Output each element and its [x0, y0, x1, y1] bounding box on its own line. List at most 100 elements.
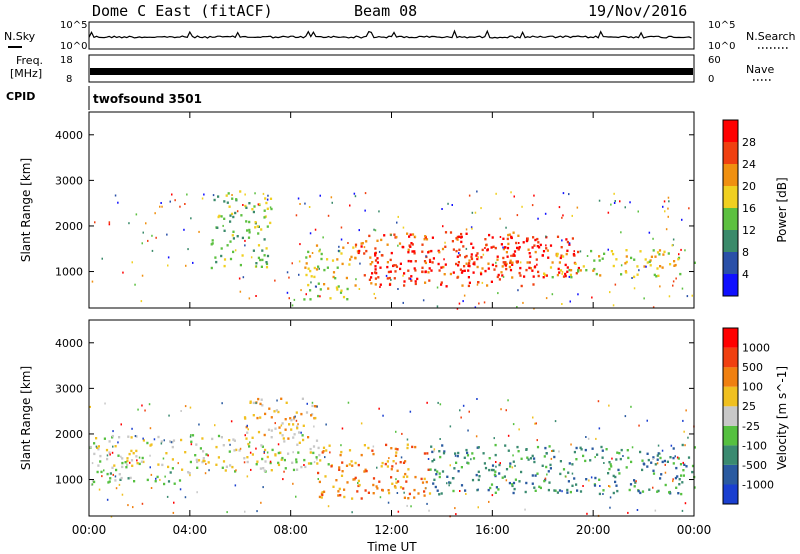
range-cell [568, 193, 570, 196]
range-cell [498, 463, 501, 467]
range-cell [679, 272, 682, 276]
range-cell [468, 259, 471, 262]
range-cell [363, 470, 366, 473]
range-cell [424, 261, 427, 265]
range-cell [531, 474, 534, 477]
range-cell [325, 423, 327, 426]
range-cell [378, 210, 380, 213]
range-cell [436, 489, 439, 492]
range-cell [319, 295, 321, 298]
range-cell [315, 439, 319, 442]
range-cell [585, 478, 588, 481]
range-cell [232, 438, 235, 441]
range-cell [106, 457, 109, 461]
range-cell [414, 282, 417, 286]
range-cell [223, 258, 227, 261]
range-cell [403, 284, 406, 287]
range-cell [271, 448, 274, 452]
range-cell [397, 244, 399, 247]
range-cell [205, 453, 208, 456]
range-cell [281, 456, 284, 460]
cpid-panel: CPID twofsound 3501 [6, 86, 202, 110]
range-cell [99, 460, 102, 463]
range-cell [292, 423, 295, 426]
range-cell [600, 445, 603, 449]
range-cell [423, 238, 426, 241]
range-cell [534, 474, 537, 477]
range-cell [425, 480, 428, 484]
range-cell [300, 465, 303, 469]
range-cell [582, 265, 585, 268]
range-cell [552, 449, 555, 452]
range-cell [669, 456, 672, 459]
range-cell [308, 255, 312, 258]
range-cell [476, 257, 479, 261]
range-cell [307, 283, 310, 287]
range-cell [682, 474, 685, 477]
range-cell [495, 465, 497, 468]
range-cell [666, 460, 669, 463]
range-cell [468, 410, 470, 413]
range-cell [532, 236, 535, 239]
range-cell [379, 283, 382, 286]
range-cell [654, 509, 657, 512]
range-cell [575, 272, 578, 275]
range-cell [196, 460, 199, 464]
range-cell [373, 228, 375, 231]
range-cell [367, 491, 370, 494]
range-cell [234, 211, 237, 215]
range-cell [225, 194, 228, 197]
range-cell [265, 266, 269, 269]
range-cell [402, 301, 404, 304]
range-cell [330, 465, 333, 468]
range-cell [508, 233, 511, 236]
range-cell [589, 459, 592, 462]
range-cell [663, 250, 666, 253]
range-cell [460, 232, 463, 236]
range-cell [502, 275, 505, 278]
range-cell [431, 236, 434, 239]
range-cell [475, 473, 478, 477]
range-cell [554, 420, 557, 423]
range-cell [409, 245, 412, 248]
range-cell [266, 207, 269, 210]
range-cell [532, 283, 535, 286]
range-cell [655, 275, 658, 278]
range-cell [659, 456, 662, 460]
range-cell [648, 260, 651, 264]
range-cell [534, 489, 537, 492]
range-cell [425, 255, 427, 258]
range-cell [190, 440, 193, 443]
range-cell [681, 218, 683, 221]
range-cell [402, 461, 406, 464]
range-cell [173, 501, 175, 504]
range-cell [661, 266, 664, 269]
range-cell [420, 477, 423, 481]
range-cell [490, 246, 493, 249]
range-cell [321, 493, 324, 497]
range-cell [499, 462, 501, 465]
range-cell [117, 454, 120, 457]
range-cell [184, 203, 186, 205]
range-cell [396, 221, 398, 224]
range-cell [439, 438, 441, 440]
range-cell [363, 274, 366, 277]
range-cell [483, 462, 486, 465]
range-cell [547, 470, 550, 473]
range-cell [292, 468, 296, 472]
range-cell [438, 475, 441, 479]
range-cell [490, 468, 494, 472]
range-cell [507, 434, 510, 437]
range-cell [515, 241, 518, 245]
range-cell [335, 479, 338, 482]
range-cell [358, 249, 361, 253]
range-cell [322, 446, 326, 449]
range-cell [456, 307, 459, 310]
range-cell [357, 463, 360, 467]
range-cell [332, 275, 335, 279]
range-cell [250, 256, 253, 259]
range-cell [270, 207, 273, 211]
range-cell [423, 452, 426, 455]
range-cell [244, 434, 246, 437]
range-cell [369, 263, 372, 266]
